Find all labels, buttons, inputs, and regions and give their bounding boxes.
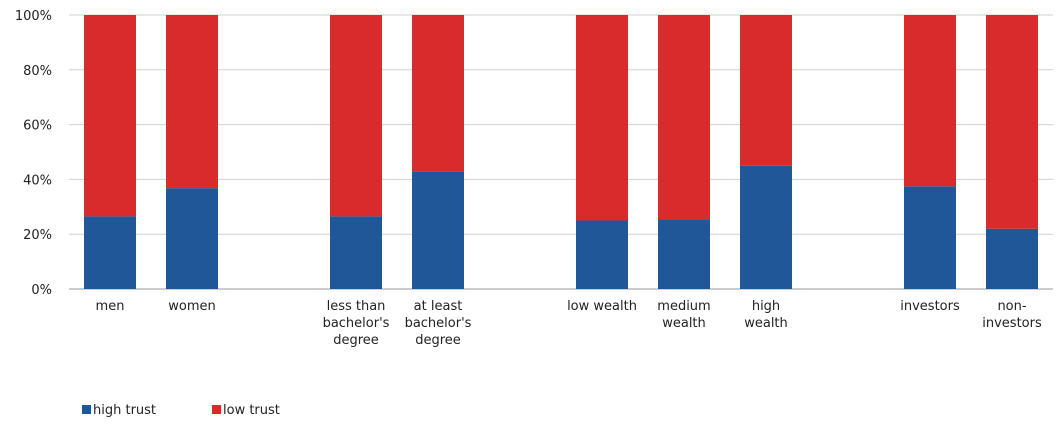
y-tick-label: 0% [31, 283, 52, 298]
bar-segment [166, 188, 218, 289]
y-tick-label: 40% [23, 173, 52, 188]
legend-label: high trust [93, 403, 156, 418]
x-tick-label: women [168, 299, 216, 314]
x-tick-label: investors [900, 299, 960, 314]
bar-segment [330, 216, 382, 289]
bar-segment [740, 165, 792, 289]
bar-segment [412, 15, 464, 172]
y-tick-label: 80% [23, 64, 52, 79]
bar-segment [740, 15, 792, 166]
bar-segment [986, 15, 1038, 229]
x-tick-label: low wealth [567, 299, 637, 314]
bar-segment [658, 15, 710, 220]
x-tick-label: high wealth [744, 299, 788, 331]
x-tick-label: medium wealth [657, 299, 710, 331]
x-tick-label: non-investors [982, 299, 1042, 331]
bar-segment [658, 219, 710, 289]
bar-segment [84, 216, 136, 289]
x-tick-label: at least bachelor's degree [405, 299, 472, 348]
bar-segment [84, 15, 136, 217]
bar-segment [904, 186, 956, 289]
bar-segment [166, 15, 218, 189]
bar-segment [576, 15, 628, 221]
x-tick-label: men [96, 299, 125, 314]
legend-swatch [212, 405, 221, 414]
bar-segment [904, 15, 956, 187]
bar-segment [576, 220, 628, 289]
legend-swatch [82, 405, 91, 414]
y-tick-label: 100% [15, 9, 52, 24]
legend-label: low trust [223, 403, 280, 418]
x-tick-label: less than bachelor's degree [323, 299, 390, 348]
y-tick-label: 20% [23, 228, 52, 243]
bar-segment [986, 228, 1038, 289]
bar-segment [412, 171, 464, 289]
y-tick-label: 60% [23, 119, 52, 134]
bar-segment [330, 15, 382, 217]
